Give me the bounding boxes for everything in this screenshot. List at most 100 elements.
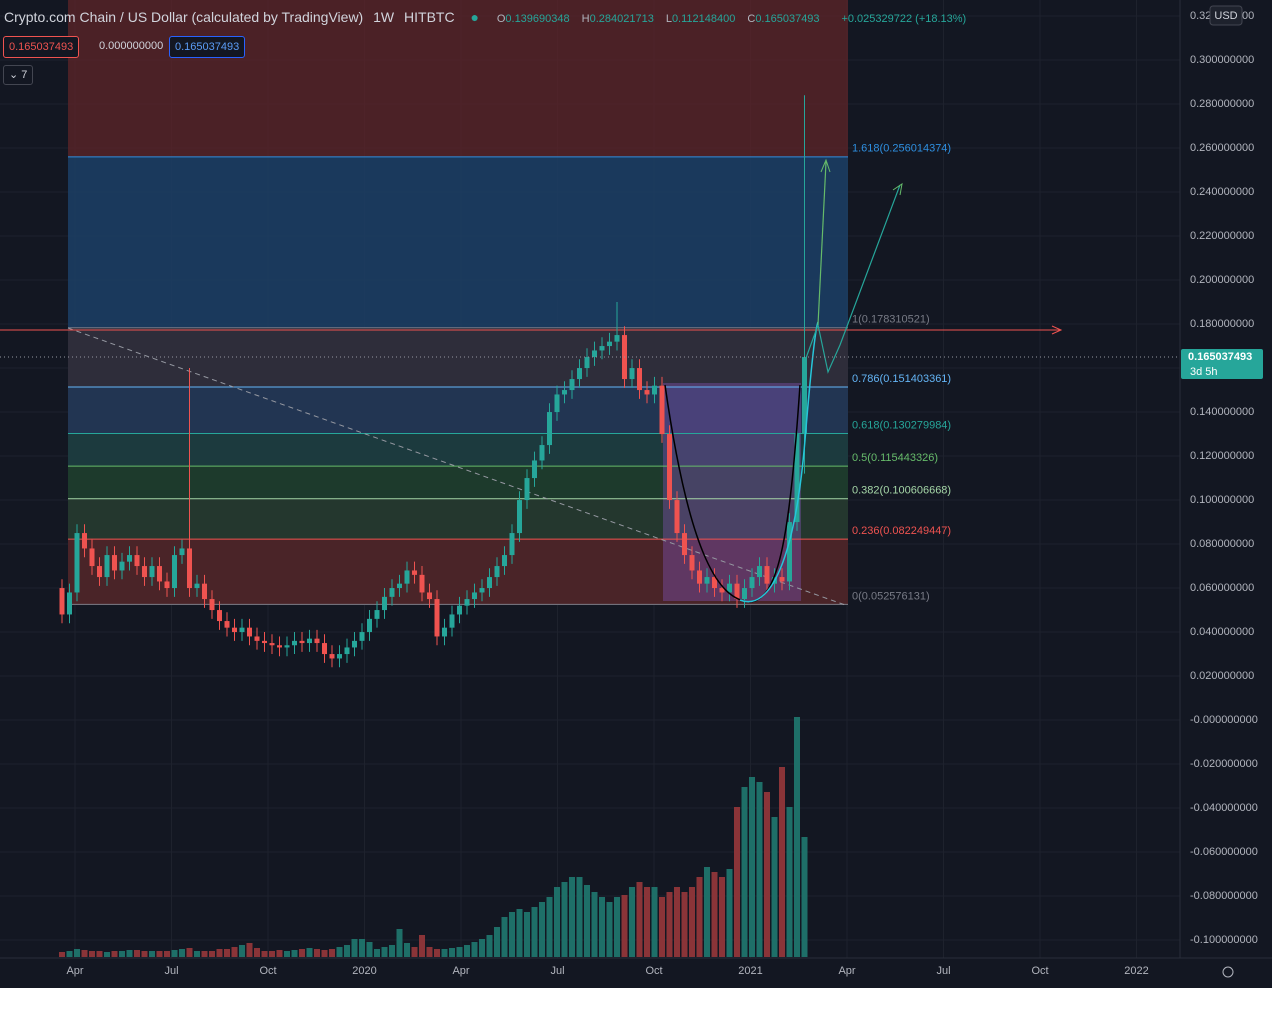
- candle-body: [232, 627, 237, 633]
- volume-bar: [74, 949, 80, 957]
- volume-bar: [794, 717, 800, 957]
- volume-bar: [614, 897, 620, 957]
- candle-body: [652, 385, 657, 395]
- x-tick-label: 2020: [352, 965, 376, 977]
- symbol-title[interactable]: Crypto.com Chain / US Dollar (calculated…: [4, 9, 364, 25]
- volume-bar: [629, 887, 635, 957]
- x-tick-label: Oct: [645, 965, 662, 977]
- candles: [59, 95, 807, 668]
- legend-key: C: [747, 13, 756, 25]
- volume-bar: [111, 951, 118, 957]
- candle-body: [517, 500, 522, 534]
- x-tick-label: Jul: [936, 965, 950, 977]
- candle-body: [539, 445, 545, 461]
- volume-bar: [531, 907, 538, 957]
- candle-body: [757, 566, 762, 578]
- x-tick-label: Jul: [550, 965, 564, 977]
- volume-bar: [786, 807, 793, 957]
- zone: [68, 434, 848, 466]
- tag[interactable]: 0.165037493: [3, 36, 80, 58]
- candle-body: [562, 390, 567, 395]
- currency-box: [1209, 5, 1243, 26]
- y-tick-label: -0.060000000: [1190, 846, 1258, 858]
- y-tick-label: 0.080000000: [1190, 538, 1254, 550]
- legend-item: L0.112148400: [666, 13, 742, 25]
- volume-bar: [314, 949, 320, 957]
- volume-bar: [336, 947, 343, 957]
- candle-body: [577, 368, 582, 380]
- interval[interactable]: 1W: [373, 9, 395, 25]
- indicator-toggle[interactable]: ⌄ 7: [3, 65, 34, 85]
- volume-bar: [164, 951, 170, 957]
- volume-bar: [426, 947, 433, 957]
- candle-body: [487, 577, 492, 589]
- y-tick-label: 0.020000000: [1190, 670, 1254, 682]
- volume-bar: [419, 935, 425, 957]
- candle-body: [802, 357, 807, 435]
- fib-label: 1.618(0.256014374): [852, 143, 951, 155]
- projection-arrow: [805, 184, 901, 374]
- chevron: ⌄: [9, 69, 22, 81]
- fib-label: 0.236(0.082249447): [852, 525, 951, 537]
- volume-bar: [321, 950, 328, 957]
- candle-body: [697, 570, 702, 584]
- legend-key: O: [496, 13, 506, 25]
- candle-body: [269, 643, 275, 646]
- candle-body: [157, 566, 162, 582]
- volume-bar: [141, 951, 148, 957]
- y-tick-label: 0.240000000: [1190, 186, 1254, 198]
- y-tick-label: 0.040000000: [1190, 626, 1254, 638]
- fib-label: 0.786(0.151403361): [852, 373, 951, 385]
- candle-body: [442, 627, 447, 637]
- volume-bar: [756, 782, 763, 957]
- candle-body: [734, 583, 740, 600]
- candle-body: [689, 555, 695, 571]
- exchange: HITBTC: [404, 9, 455, 25]
- header: Crypto.com Chain / US Dollar (calculated…: [4, 9, 972, 25]
- candle-body: [172, 555, 177, 589]
- candle-body: [629, 368, 635, 380]
- x-tick-label: Apr: [838, 965, 855, 977]
- fib-lines: 1.618(0.256014374) 1(0.178310521) 0.786(0.…: [68, 143, 951, 605]
- volume-bar: [471, 942, 478, 957]
- candle-body: [682, 533, 687, 556]
- zone: [68, 466, 848, 499]
- legend-key: H: [581, 13, 590, 25]
- candle-body: [142, 566, 147, 578]
- volume-bar: [546, 897, 553, 957]
- candle-body: [322, 643, 327, 655]
- candle-body: [787, 522, 792, 582]
- candle-body: [502, 555, 507, 567]
- candle-body: [427, 592, 432, 600]
- candle-body: [532, 460, 537, 479]
- candle-body: [659, 385, 665, 435]
- candle-body: [292, 640, 297, 646]
- arrow-head: [820, 158, 903, 196]
- volume-bar: [66, 951, 73, 957]
- fib-label: 0.618(0.130279984): [852, 419, 951, 431]
- volume-bar: [441, 949, 448, 957]
- zone: [68, 387, 848, 434]
- candle-body: [74, 533, 80, 593]
- candle-body: [112, 555, 117, 571]
- candle-body: [614, 335, 620, 342]
- x-tick-label: Oct: [259, 965, 276, 977]
- candle-body: [592, 350, 597, 358]
- volume-bar: [149, 951, 155, 957]
- candle-body: [667, 434, 672, 501]
- candle-body: [224, 621, 230, 628]
- tag[interactable]: 0.165037493: [169, 36, 246, 58]
- candle-body: [464, 599, 470, 606]
- y-tick-label: -0.080000000: [1190, 890, 1258, 902]
- volume-bar: [366, 942, 373, 957]
- candle-body: [67, 592, 72, 615]
- current-price: 0.165037493: [1188, 351, 1252, 363]
- volume-bar: [779, 767, 785, 957]
- volume-bar: [396, 929, 403, 957]
- candle-body: [104, 555, 110, 578]
- settings-icon[interactable]: [1222, 966, 1234, 978]
- candle-body: [389, 588, 395, 597]
- candle-body: [337, 654, 342, 659]
- fib-label: 1(0.178310521): [852, 314, 930, 326]
- legend-value: 0.112148400: [671, 13, 736, 25]
